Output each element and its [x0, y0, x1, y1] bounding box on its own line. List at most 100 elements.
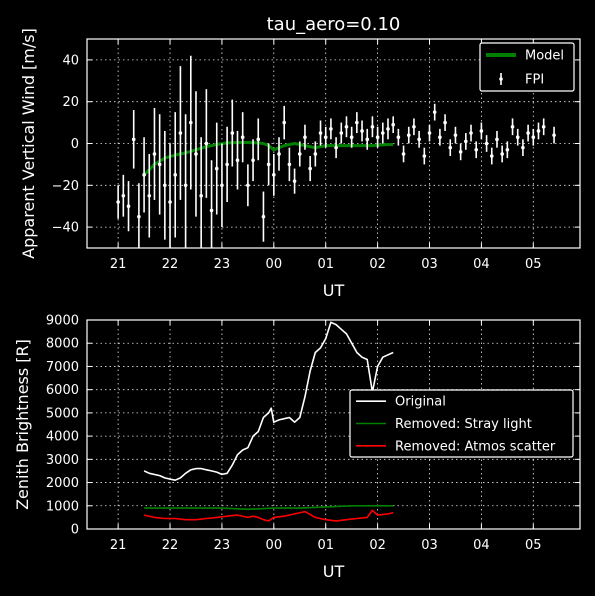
fpi-point — [214, 166, 219, 171]
fpi-point — [360, 129, 364, 133]
x-axis-label: UT — [323, 281, 345, 300]
fpi-point — [318, 131, 323, 135]
fpi-point — [323, 135, 328, 140]
fpi-point — [303, 135, 307, 140]
fpi-point — [256, 137, 261, 142]
fpi-point — [505, 147, 510, 152]
fpi-point — [396, 135, 401, 140]
fpi-point — [287, 162, 292, 167]
x-axis-label: UT — [323, 562, 345, 581]
x-tick-label: 03 — [421, 257, 438, 272]
y-tick-label: 5000 — [46, 406, 79, 421]
fpi-point — [469, 131, 473, 135]
y-tick-label: 40 — [62, 53, 79, 68]
fpi-point — [489, 154, 494, 158]
legend-swatch-point — [499, 77, 503, 81]
y-tick-label: 9000 — [46, 314, 79, 329]
vertical-wind-chart: 21 22 23 00 01 02 03 04 05 −40 −20 0 20 40 UT Apparent … — [19, 14, 581, 300]
y-tick-label: −40 — [52, 221, 79, 236]
y-tick-label: 20 — [62, 95, 79, 110]
y-tick-label: 8000 — [46, 337, 79, 352]
y-tick-label: 6000 — [46, 383, 79, 398]
x-tick-label: 02 — [369, 538, 386, 553]
fpi-point — [339, 131, 344, 135]
fpi-point — [225, 162, 229, 167]
fpi-point — [500, 152, 504, 156]
fpi-point — [272, 173, 276, 177]
fpi-point — [536, 129, 541, 133]
x-tick-label: 21 — [110, 538, 127, 553]
fpi-point — [386, 127, 390, 131]
fpi-point — [370, 124, 375, 129]
legend: Model FPI — [479, 42, 575, 92]
x-tick-label: 21 — [110, 257, 127, 272]
chart-title: tau_aero=0.10 — [267, 14, 401, 35]
fpi-point — [183, 183, 188, 188]
plot-area — [143, 321, 394, 522]
fpi-point — [344, 124, 349, 129]
y-tick-label: 0 — [71, 523, 79, 538]
legend-label: FPI — [525, 73, 544, 88]
fpi-point — [168, 200, 172, 204]
fpi-point — [131, 137, 136, 142]
fpi-point — [381, 131, 385, 135]
fpi-point — [251, 158, 255, 163]
fpi-point — [448, 145, 453, 150]
fpi-point — [417, 137, 421, 142]
fpi-point — [152, 152, 157, 156]
fpi-point — [521, 145, 525, 150]
legend-label: Removed: Atmos scatter — [395, 439, 556, 454]
x-tick-label: 03 — [421, 538, 438, 553]
fpi-point — [406, 133, 411, 137]
series-line-removed-stray-light — [144, 504, 394, 511]
fpi-point — [230, 131, 235, 135]
fpi-point — [142, 173, 146, 177]
legend: Original Removed: Stray light Removed: Atm… — [349, 389, 574, 458]
fpi-point — [458, 150, 463, 154]
fpi-point — [515, 135, 520, 140]
y-tick-label: 2000 — [46, 476, 79, 491]
fpi-point — [541, 124, 546, 129]
fpi-point — [432, 110, 437, 114]
x-tick-label: 22 — [162, 257, 179, 272]
fpi-point — [173, 173, 178, 177]
y-tick-label: 1000 — [46, 499, 79, 514]
x-tick-label: 01 — [317, 538, 334, 553]
fpi-point — [137, 214, 141, 219]
fpi-point — [282, 120, 287, 125]
fpi-point — [188, 120, 193, 125]
fpi-point — [292, 179, 297, 183]
fpi-point — [240, 135, 245, 140]
fpi-point — [121, 193, 126, 198]
x-tick-label: 04 — [473, 538, 490, 553]
fpi-point — [178, 131, 183, 135]
fpi-point — [391, 122, 395, 127]
fpi-point — [116, 200, 120, 204]
fpi-point — [531, 135, 536, 140]
x-tick-label: 00 — [266, 538, 283, 553]
fpi-point — [313, 152, 318, 156]
y-tick-label: 0 — [71, 137, 79, 152]
y-tick-label: 3000 — [46, 453, 79, 468]
fpi-point — [401, 152, 406, 156]
x-tick-label: 04 — [473, 257, 490, 272]
y-tick-label: 4000 — [46, 430, 79, 445]
fpi-point — [443, 120, 447, 125]
x-tick-label: 23 — [214, 257, 231, 272]
y-axis-label: Apparent Vertical Wind [m/s] — [19, 28, 38, 259]
legend-label: Original — [395, 395, 446, 410]
fpi-point — [510, 124, 515, 129]
fpi-point — [199, 193, 203, 198]
fpi-point — [266, 162, 271, 167]
fpi-point — [277, 152, 281, 156]
fpi-point — [334, 145, 338, 150]
fpi-point — [375, 135, 380, 140]
fpi-point — [438, 135, 442, 140]
fpi-point — [204, 141, 209, 146]
fpi-point — [479, 129, 484, 133]
fpi-point — [157, 162, 162, 167]
y-tick-label: 7000 — [46, 360, 79, 375]
fpi-point — [427, 131, 432, 135]
x-tick-label: 22 — [162, 538, 179, 553]
